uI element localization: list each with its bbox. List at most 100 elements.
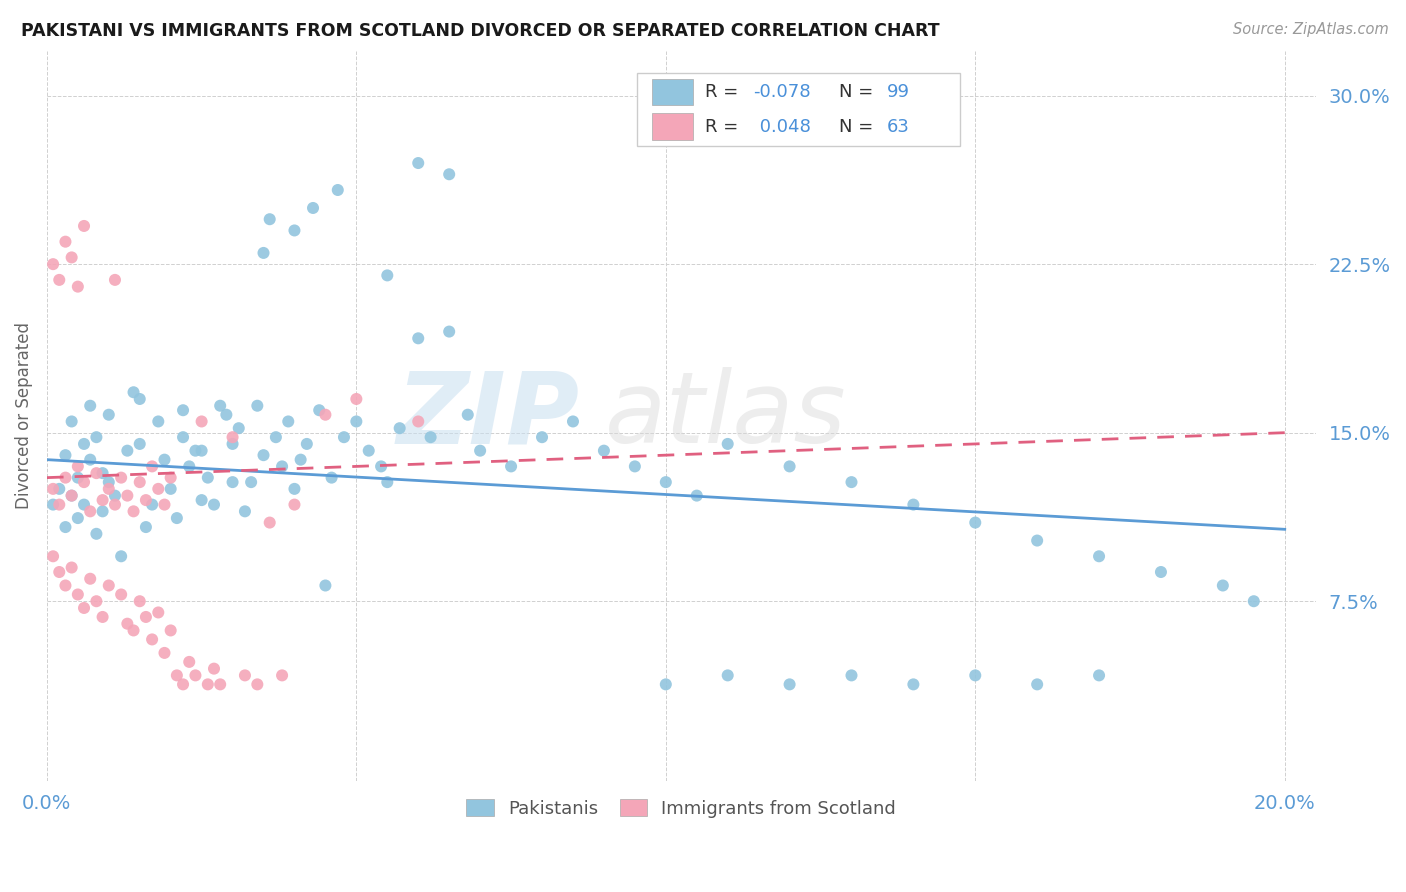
Point: [91, 610, 114, 624]
Point: [73, 498, 96, 512]
Point: [48, 565, 70, 579]
Point: [717, 668, 740, 682]
Point: [190, 414, 212, 428]
Point: [179, 655, 201, 669]
FancyBboxPatch shape: [652, 113, 693, 140]
Point: [333, 430, 356, 444]
Point: [104, 498, 127, 512]
Point: [457, 408, 479, 422]
Point: [1088, 549, 1111, 564]
Point: [66, 587, 89, 601]
Point: [314, 408, 336, 422]
Point: [593, 443, 616, 458]
Point: [42, 482, 65, 496]
Text: Source: ZipAtlas.com: Source: ZipAtlas.com: [1233, 22, 1389, 37]
Point: [295, 437, 318, 451]
Point: [468, 443, 491, 458]
Point: [228, 421, 250, 435]
Point: [271, 668, 294, 682]
Point: [97, 475, 120, 490]
Point: [209, 399, 232, 413]
Point: [314, 578, 336, 592]
Text: N =: N =: [838, 118, 879, 136]
Point: [283, 482, 305, 496]
Point: [117, 616, 139, 631]
Point: [42, 257, 65, 271]
Point: [779, 459, 801, 474]
Point: [128, 437, 150, 451]
Point: [42, 549, 65, 564]
Point: [110, 549, 132, 564]
Point: [42, 498, 65, 512]
Point: [406, 331, 429, 345]
Point: [159, 482, 181, 496]
Point: [79, 399, 101, 413]
Point: [302, 201, 325, 215]
Point: [135, 520, 157, 534]
Point: [357, 443, 380, 458]
Point: [55, 520, 77, 534]
Point: [55, 578, 77, 592]
Point: [172, 677, 194, 691]
Point: [233, 504, 256, 518]
Point: [122, 504, 145, 518]
Point: [172, 430, 194, 444]
Point: [86, 594, 108, 608]
Point: [91, 466, 114, 480]
Point: [153, 452, 176, 467]
Point: [48, 498, 70, 512]
Point: [79, 504, 101, 518]
Point: [135, 493, 157, 508]
Point: [148, 482, 170, 496]
Point: [60, 414, 83, 428]
Text: R =: R =: [706, 118, 744, 136]
Point: [128, 475, 150, 490]
Legend: Pakistanis, Immigrants from Scotland: Pakistanis, Immigrants from Scotland: [457, 790, 905, 827]
Point: [406, 156, 429, 170]
Point: [221, 437, 243, 451]
Point: [73, 219, 96, 233]
Point: [66, 511, 89, 525]
Point: [110, 470, 132, 484]
Text: N =: N =: [838, 83, 879, 102]
Point: [259, 212, 281, 227]
Text: ZIP: ZIP: [396, 368, 579, 465]
Point: [655, 677, 678, 691]
Point: [406, 414, 429, 428]
Point: [141, 632, 163, 647]
Point: [903, 498, 925, 512]
Point: [375, 268, 398, 283]
Point: [60, 560, 83, 574]
Point: [86, 430, 108, 444]
Point: [215, 408, 238, 422]
Point: [344, 392, 367, 406]
Point: [128, 594, 150, 608]
Point: [66, 459, 89, 474]
FancyBboxPatch shape: [652, 79, 693, 105]
Point: [290, 452, 312, 467]
Point: [686, 489, 709, 503]
Point: [141, 498, 163, 512]
Text: PAKISTANI VS IMMIGRANTS FROM SCOTLAND DIVORCED OR SEPARATED CORRELATION CHART: PAKISTANI VS IMMIGRANTS FROM SCOTLAND DI…: [21, 22, 939, 40]
Point: [190, 443, 212, 458]
Point: [1026, 533, 1049, 548]
Text: 63: 63: [887, 118, 910, 136]
Point: [91, 493, 114, 508]
Point: [388, 421, 411, 435]
Point: [60, 489, 83, 503]
Point: [48, 482, 70, 496]
Point: [166, 511, 188, 525]
Point: [283, 498, 305, 512]
Point: [86, 526, 108, 541]
Point: [531, 430, 554, 444]
Point: [240, 475, 263, 490]
Point: [655, 475, 678, 490]
Point: [965, 516, 987, 530]
Point: [370, 459, 392, 474]
Point: [60, 251, 83, 265]
Point: [73, 475, 96, 490]
Point: [202, 498, 225, 512]
Point: [903, 677, 925, 691]
Y-axis label: Divorced or Separated: Divorced or Separated: [15, 322, 32, 509]
Point: [73, 601, 96, 615]
